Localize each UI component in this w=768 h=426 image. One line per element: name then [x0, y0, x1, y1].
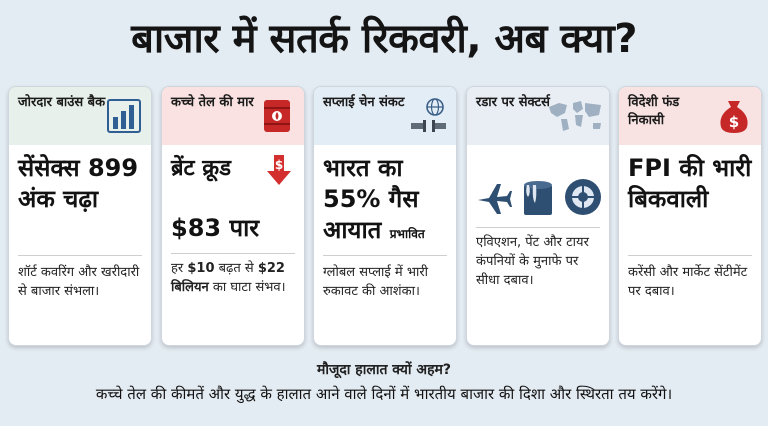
page-title: बाजार में सतर्क रिकवरी, अब क्या?	[131, 16, 637, 62]
card-crude-oil: कच्चे तेल की मार ब्रेंट क्रूड $ $83 पार …	[161, 86, 305, 346]
card-header: कच्चे तेल की मार	[162, 87, 304, 145]
card-main-text: FPI की भारी बिकवाली	[628, 154, 752, 213]
card-header-label: कच्चे तेल की मार	[171, 95, 254, 110]
dollar-down-arrow-icon: $	[267, 155, 291, 185]
card-header: सप्लाई चेन संकट	[314, 87, 456, 145]
card-header-label: रडार पर सेक्टर्स	[476, 95, 550, 110]
world-map-icon	[549, 101, 601, 131]
card-description: एविएशन, पेंट और टायर कंपनियों के मुनाफे …	[476, 235, 589, 288]
svg-text:$: $	[729, 113, 739, 131]
money-bag-icon: $	[720, 101, 748, 133]
card-header: रडार पर सेक्टर्स	[467, 87, 609, 145]
globe-pipe-icon	[411, 98, 446, 132]
card-divider	[628, 255, 752, 256]
card-main-value: $83 पार	[171, 214, 260, 242]
card-main-text: भारत का 55% गैस आयात प्रभावित	[323, 154, 425, 244]
card-header-label: विदेशी फंड निकासी	[628, 95, 680, 128]
card-header: विदेशी फंड निकासी $	[619, 87, 761, 145]
card-header: जोरदार बाउंस बैक	[9, 87, 151, 145]
footer-text: कच्चे तेल की कीमतें और युद्ध के हालात आन…	[95, 385, 673, 403]
bar-chart-icon	[107, 99, 141, 133]
card-main-suffix: प्रभावित	[389, 227, 425, 241]
oil-barrel-icon	[264, 100, 290, 132]
card-divider	[476, 227, 600, 228]
card-foreign-outflow: विदेशी फंड निकासी $ FPI की भारी बिकवाली …	[618, 86, 762, 346]
card-main-text: सेंसेक्स 899 अंक चढ़ा	[18, 154, 139, 213]
cards-row: जोरदार बाउंस बैक सेंसेक्स 899 अंक चढ़ा श…	[8, 86, 762, 346]
tyre-icon	[565, 179, 601, 215]
card-divider	[323, 255, 447, 256]
paint-bucket-icon	[524, 181, 552, 215]
card-description: करेंसी और मार्केट सेंटीमेंट पर दबाव।	[628, 265, 748, 299]
card-supply-chain: सप्लाई चेन संकट भारत का 55% गैस आयात प्र…	[313, 86, 457, 346]
card-bounce-back: जोरदार बाउंस बैक सेंसेक्स 899 अंक चढ़ा श…	[8, 86, 152, 346]
airplane-icon	[478, 184, 512, 214]
card-sectors-radar: रडार पर सेक्टर्स ए	[466, 86, 610, 346]
card-divider	[18, 255, 142, 256]
footer-question: मौजूदा हालात क्यों अहम?	[316, 362, 452, 378]
card-description: हर $10 बढ़त से $22 बिलियन का घाटा संभव।	[171, 261, 286, 295]
svg-text:$: $	[275, 158, 283, 172]
card-main-text: ब्रेंट क्रूड	[171, 156, 231, 181]
card-divider	[171, 253, 295, 254]
card-description: ग्लोबल सप्लाई में भारी रुकावट की आशंका।	[323, 265, 429, 299]
card-header-label: जोरदार बाउंस बैक	[18, 95, 106, 110]
card-description: शॉर्ट कवरिंग और खरीदारी से बाजार संभला।	[18, 265, 140, 299]
card-header-label: सप्लाई चेन संकट	[323, 95, 405, 110]
